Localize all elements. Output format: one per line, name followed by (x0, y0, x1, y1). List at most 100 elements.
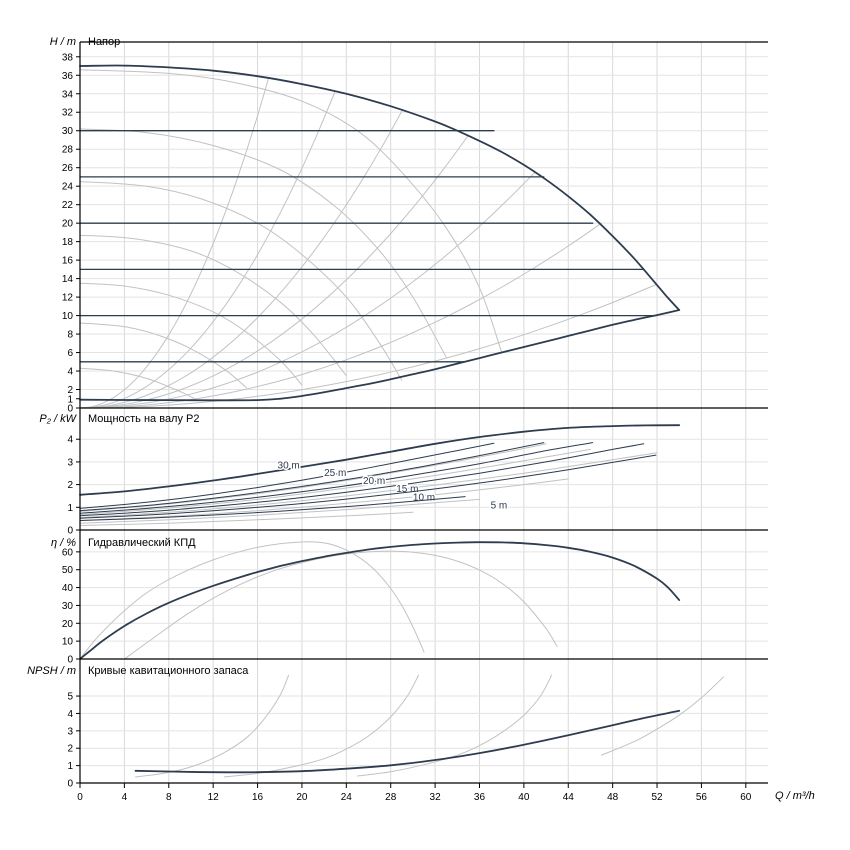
y-tick-label: 32 (62, 108, 74, 119)
x-tick-label: 28 (385, 792, 397, 803)
series-p2-30m (79, 442, 495, 509)
npsh-axis-unit: NPSH / m (27, 665, 76, 677)
series-p2-gray-1 (79, 511, 414, 526)
series-npsh-gray-3 (356, 674, 553, 777)
curve-label-p2-10m: 10 m (413, 493, 435, 504)
y-tick-label: 34 (62, 89, 74, 100)
series-system-curve-1 (79, 77, 270, 409)
y-tick-label: 20 (62, 619, 74, 630)
series-npsh-curve (134, 709, 681, 774)
y-tick-label: 50 (62, 565, 74, 576)
series-speed-curve-3 (79, 181, 403, 381)
x-tick-label: 52 (651, 792, 663, 803)
x-tick-label: 20 (296, 792, 308, 803)
curve-label-p2-20m: 20 m (363, 476, 385, 487)
series-speed-curve-7 (79, 367, 197, 401)
efficiency-axis-unit: η / % (50, 537, 76, 549)
series-efficiency-gray-1 (79, 541, 425, 660)
x-tick-label: 16 (252, 792, 264, 803)
series-p2-envelope (79, 424, 681, 496)
x-tick-label: 44 (563, 792, 575, 803)
y-tick-label: 60 (62, 547, 74, 558)
series-efficiency-curve (79, 541, 681, 660)
series-max-speed-envelope (79, 64, 681, 311)
y-tick-label: 18 (62, 237, 74, 248)
series-p2-5m (79, 496, 466, 521)
x-tick-label: 24 (341, 792, 353, 803)
series-p2-gray-4 (79, 452, 658, 518)
x-tick-label: 0 (77, 792, 83, 803)
y-tick-label: 1 (67, 761, 73, 772)
series-p2-gray-2 (79, 498, 480, 524)
series-system-curve-2 (79, 90, 336, 409)
y-tick-label: 30 (62, 126, 74, 137)
curve-label-p2-25m: 25 m (324, 468, 346, 479)
chart-frame: 0 4 8 12 16 20 24 28 32 36 40 44 48 52 56 60 (77, 41, 768, 803)
x-tick-label: 56 (696, 792, 708, 803)
series-speed-curve-6 (79, 322, 247, 389)
series-p2-gray-5 (79, 448, 591, 516)
y-tick-label: 2 (67, 480, 73, 491)
y-tick-label: 30 (62, 601, 74, 612)
y-tick-label: 0 (67, 779, 73, 790)
y-tick-label: 36 (62, 71, 74, 82)
y-tick-label: 3 (67, 457, 73, 468)
y-tick-label: 0 (67, 526, 73, 537)
x-tick-label: 32 (430, 792, 442, 803)
series-p2-gray-6 (79, 443, 547, 512)
y-tick-label: 0 (67, 404, 73, 415)
series-p2-10m (79, 454, 657, 519)
series-efficiency-gray-2 (123, 550, 558, 660)
series-npsh-gray-2 (223, 674, 419, 778)
y-tick-label: 28 (62, 145, 74, 156)
y-tick-label: 5 (67, 692, 73, 703)
panel-3: 0 1 2 3 4 5 (67, 674, 768, 790)
curve-label-p2-5m: 5 m (491, 500, 508, 511)
npsh-panel-title: Кривые кавитационного запаса (88, 665, 249, 677)
y-tick-label: 2 (67, 744, 73, 755)
head-panel-title: Напор (88, 36, 121, 48)
head-axis-unit: H / m (49, 36, 76, 48)
x-tick-label: 36 (474, 792, 486, 803)
y-tick-label: 10 (62, 637, 74, 648)
y-tick-label: 0 (67, 655, 73, 666)
power-axis-unit: P₂ / kW (39, 413, 76, 425)
series-system-curve-5 (79, 171, 536, 409)
series-min-speed-envelope (79, 309, 681, 402)
y-tick-label: 22 (62, 200, 74, 211)
y-tick-label: 1 (67, 394, 73, 405)
series-speed-curve-2 (79, 128, 447, 358)
x-tick-label: 4 (122, 792, 128, 803)
y-tick-label: 24 (62, 182, 74, 193)
series-p2-gray-3 (79, 478, 569, 521)
series-npsh-gray-1 (135, 674, 290, 778)
series-p2-15m (79, 443, 645, 517)
y-tick-label: 6 (67, 348, 73, 359)
y-tick-label: 20 (62, 219, 74, 230)
series-p2-25m (79, 442, 545, 512)
panel-2: 0 10 20 30 40 50 60 (62, 541, 768, 666)
series-speed-curve-5 (79, 282, 303, 386)
y-tick-label: 4 (67, 435, 73, 446)
y-tick-label: 3 (67, 726, 73, 737)
x-tick-label: 48 (607, 792, 619, 803)
y-tick-label: 4 (67, 367, 73, 378)
x-tick-label: 8 (166, 792, 172, 803)
x-tick-label: 40 (518, 792, 530, 803)
series-system-curve-7 (79, 283, 658, 409)
y-tick-label: 8 (67, 330, 73, 341)
series-speed-curve-4 (79, 234, 347, 377)
y-tick-label: 38 (62, 52, 74, 63)
y-tick-label: 1 (67, 503, 73, 514)
y-tick-label: 14 (62, 274, 74, 285)
y-tick-label: 12 (62, 293, 74, 304)
y-tick-label: 2 (67, 385, 73, 396)
y-tick-label: 4 (67, 709, 73, 720)
y-tick-label: 10 (62, 311, 74, 322)
efficiency-panel-title: Гидравлический КПД (88, 537, 196, 549)
y-tick-label: 26 (62, 163, 74, 174)
